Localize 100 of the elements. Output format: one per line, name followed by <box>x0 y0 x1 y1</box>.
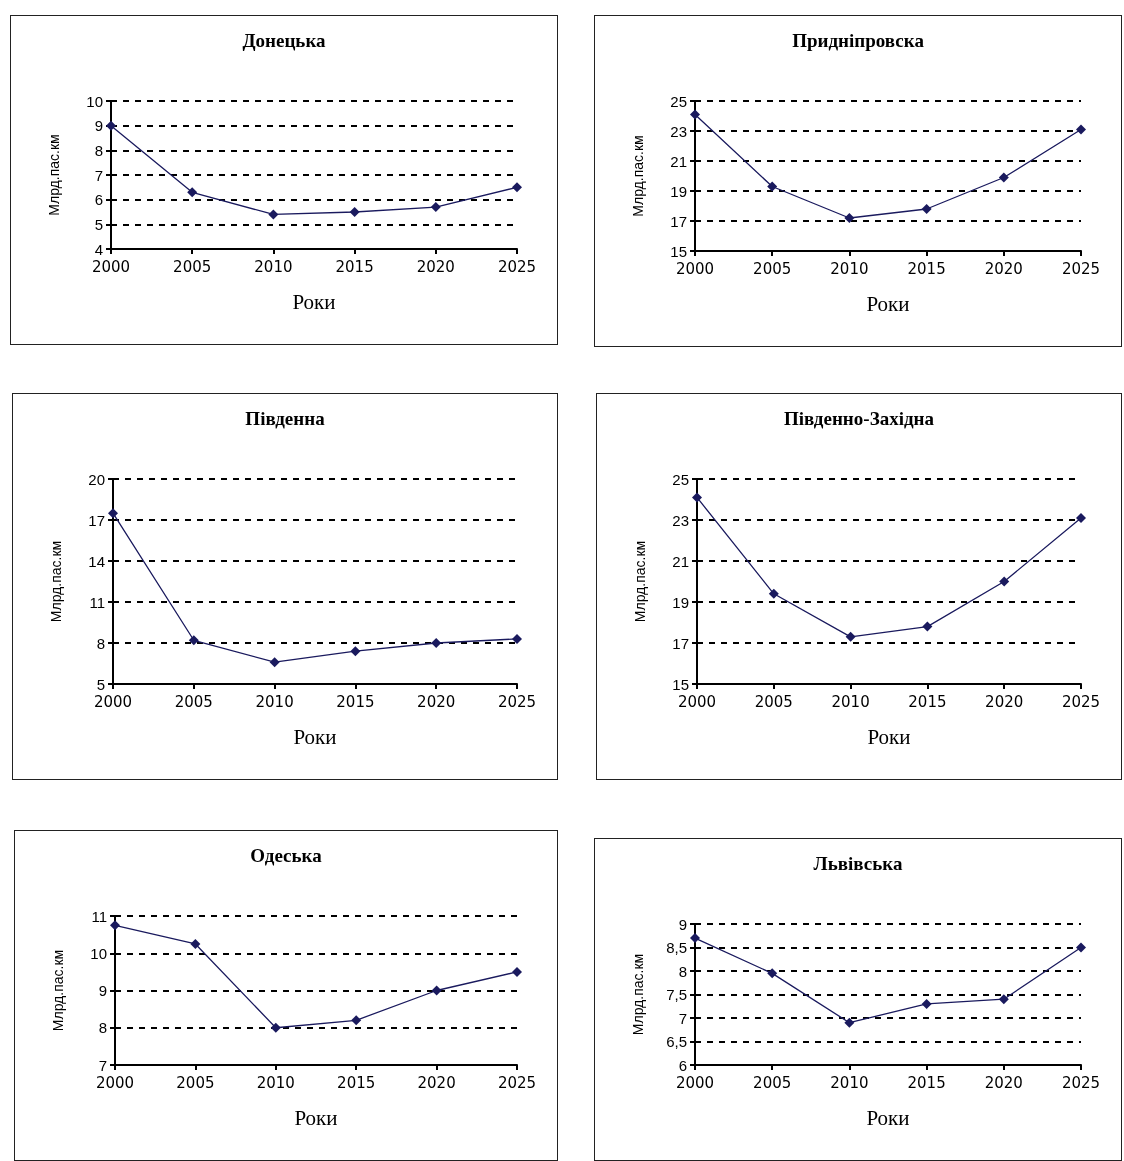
y-tick-label: 10 <box>86 92 103 110</box>
point <box>845 631 856 642</box>
x-tick-label: 2015 <box>336 692 375 711</box>
chart-title: Південна <box>245 408 326 429</box>
x-tick-label: 2005 <box>754 692 793 711</box>
x-tick-label: 2000 <box>93 692 133 711</box>
x-axis-title: Роки <box>292 289 336 314</box>
point <box>692 492 702 503</box>
x-tick-label: 2020 <box>985 692 1024 711</box>
point <box>430 202 441 213</box>
y-tick-label: 14 <box>88 552 105 570</box>
y-tick-label: 17 <box>88 511 105 529</box>
y-axis-title: Млрд.пас.км <box>632 540 648 623</box>
point <box>351 1015 362 1026</box>
x-tick-label: 2010 <box>830 259 869 278</box>
x-tick-label: 2010 <box>256 1073 295 1092</box>
x-tick-label: 2015 <box>907 1073 946 1092</box>
y-tick-label: 17 <box>672 634 689 652</box>
y-tick-label: 5 <box>94 215 103 233</box>
x-tick-label: 2025 <box>497 692 537 711</box>
point <box>844 1017 855 1028</box>
y-tick-label: 4 <box>94 240 103 258</box>
x-axis-title: Роки <box>294 1105 338 1130</box>
y-tick-label: 5 <box>96 675 105 693</box>
x-tick-label: 2000 <box>675 1073 715 1092</box>
x-tick-label: 2000 <box>91 257 131 276</box>
point <box>512 633 522 644</box>
x-tick-label: 2005 <box>174 692 213 711</box>
x-tick-label: 2020 <box>416 257 455 276</box>
y-tick-label: 21 <box>672 552 689 570</box>
point <box>1076 942 1086 953</box>
point <box>431 638 442 648</box>
point <box>350 646 361 657</box>
point <box>108 508 118 519</box>
chart-title: Придніпровска <box>792 30 925 51</box>
point <box>349 207 360 217</box>
y-tick-label: 7 <box>98 1056 107 1074</box>
y-tick-label: 6 <box>678 1056 687 1074</box>
point <box>690 933 700 944</box>
point <box>512 182 522 193</box>
y-axis-title: Млрд.пас.км <box>50 949 66 1032</box>
y-tick-label: 9 <box>678 915 687 933</box>
chart-title: Львівська <box>813 853 903 874</box>
point <box>768 588 779 599</box>
point <box>431 985 442 996</box>
x-tick-label: 2025 <box>497 257 537 276</box>
point <box>767 968 778 979</box>
y-axis-title: Млрд.пас.км <box>48 540 64 623</box>
y-tick-label: 23 <box>670 122 687 140</box>
x-tick-label: 2005 <box>173 257 212 276</box>
x-tick-label: 2020 <box>417 1073 456 1092</box>
y-tick-label: 19 <box>672 593 689 611</box>
y-tick-label: 6,5 <box>666 1033 687 1050</box>
point <box>268 209 279 220</box>
x-tick-label: 2025 <box>1061 259 1101 278</box>
x-tick-label: 2025 <box>1061 1073 1101 1092</box>
x-tick-label: 2020 <box>984 259 1023 278</box>
y-tick-label: 7 <box>94 166 103 184</box>
point <box>690 109 700 120</box>
y-axis-title: Млрд.пас.км <box>630 135 646 217</box>
y-tick-label: 7,5 <box>666 986 687 1003</box>
point <box>767 181 778 192</box>
point <box>921 204 932 214</box>
x-tick-label: 2025 <box>1061 692 1101 711</box>
x-tick-label: 2010 <box>830 1073 869 1092</box>
y-tick-label: 25 <box>670 92 687 110</box>
x-tick-label: 2010 <box>255 692 294 711</box>
y-tick-label: 8 <box>678 962 687 980</box>
y-tick-label: 6 <box>94 191 103 209</box>
x-axis-title: Роки <box>866 291 910 316</box>
point <box>922 621 933 632</box>
x-tick-label: 2005 <box>753 259 792 278</box>
x-tick-label: 2015 <box>335 257 374 276</box>
y-tick-label: 17 <box>670 212 687 230</box>
x-tick-label: 2005 <box>176 1073 215 1092</box>
y-tick-label: 15 <box>670 242 687 260</box>
x-axis-title: Роки <box>867 724 911 749</box>
x-tick-label: 2005 <box>753 1073 792 1092</box>
y-tick-label: 11 <box>91 907 107 925</box>
point <box>999 576 1010 587</box>
x-tick-label: 2015 <box>337 1073 376 1092</box>
point <box>844 213 855 223</box>
y-tick-label: 23 <box>672 511 689 529</box>
point <box>998 172 1009 183</box>
y-tick-label: 9 <box>98 982 107 999</box>
point <box>269 657 280 668</box>
x-axis-title: Роки <box>293 724 337 749</box>
x-tick-label: 2025 <box>497 1073 537 1092</box>
y-tick-label: 19 <box>670 182 687 200</box>
x-tick-label: 2000 <box>95 1073 135 1092</box>
chart-title: Донецька <box>242 30 327 51</box>
y-tick-label: 8 <box>98 1019 107 1037</box>
point <box>187 187 198 198</box>
x-tick-label: 2020 <box>984 1073 1023 1092</box>
y-tick-label: 11 <box>89 593 105 611</box>
y-tick-label: 7 <box>678 1009 687 1027</box>
y-axis-title: Млрд.пас.км <box>46 134 62 216</box>
x-tick-label: 2015 <box>907 259 946 278</box>
point <box>1076 124 1086 135</box>
point <box>998 994 1009 1005</box>
